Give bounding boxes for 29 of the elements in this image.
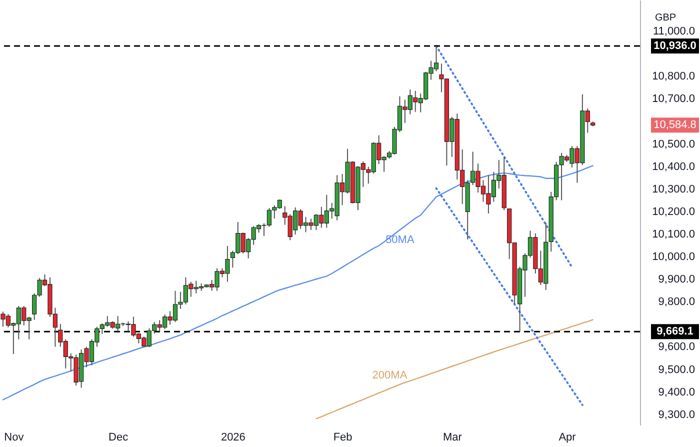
x-tick-label: Feb	[333, 432, 352, 444]
ref-line-label: 9,669.1	[656, 326, 694, 338]
x-tick-label: Apr	[558, 432, 576, 444]
x-tick-label: 2026	[220, 432, 246, 444]
y-tick-label: 9,900.0	[658, 274, 695, 286]
line-series	[2, 165, 594, 400]
y-tick-label: 9,600.0	[658, 341, 695, 354]
x-tick-label: Nov	[4, 432, 24, 444]
y-tick-label: 10,300.0	[652, 183, 695, 196]
y-tick-label: 10,800.0	[652, 70, 695, 83]
y-tick-label: 9,500.0	[658, 364, 695, 376]
x-tick-label: Dec	[108, 432, 129, 444]
y-tick-label: 10,400.0	[652, 160, 695, 173]
x-tick-label: Mar	[442, 432, 462, 444]
y-tick-label: 10,500.0	[652, 138, 695, 150]
text: 10,584.8	[654, 119, 696, 132]
series-label: 50MA	[386, 234, 415, 246]
y-tick-label: 10,100.0	[652, 228, 695, 240]
series-label: 200MA	[372, 369, 408, 382]
y-axis-title: GBP	[654, 12, 676, 24]
y-tick-label: 9,300.0	[658, 408, 695, 421]
y-tick-label: 11,000.0	[652, 26, 695, 38]
y-tick-label: 10,700.0	[652, 93, 695, 106]
ref-line-label: 10,936.0	[654, 40, 696, 52]
y-tick-label: 10,000.0	[652, 251, 695, 264]
y-tick-label: 9,800.0	[658, 296, 695, 308]
y-tick-label: 9,400.0	[658, 386, 695, 398]
line-series	[316, 319, 594, 420]
y-tick-label: 10,200.0	[652, 206, 695, 218]
